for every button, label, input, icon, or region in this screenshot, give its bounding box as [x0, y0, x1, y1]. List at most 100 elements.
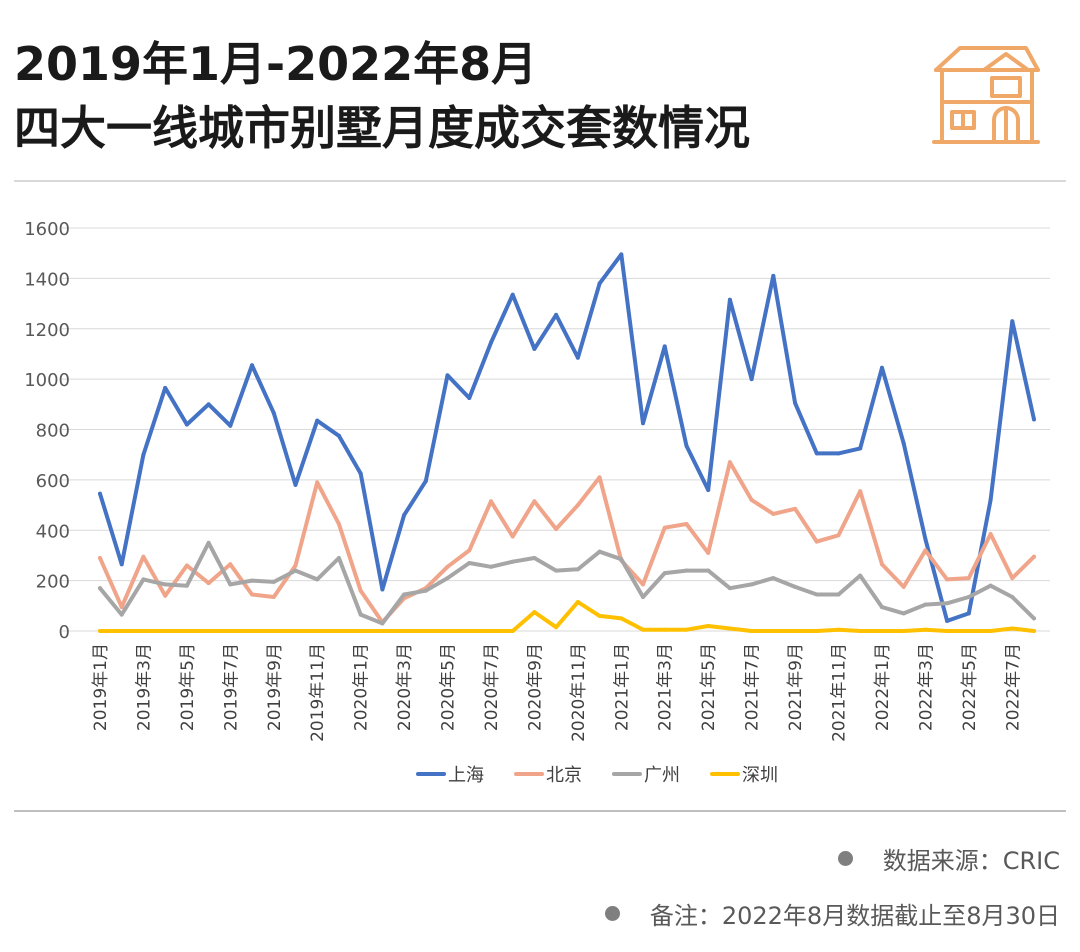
data-point [423, 588, 428, 593]
data-point [315, 480, 320, 485]
data-point [510, 534, 515, 539]
data-point [141, 554, 146, 559]
data-point [597, 281, 602, 286]
data-point [206, 581, 211, 586]
data-point [336, 521, 341, 526]
data-point [575, 600, 580, 605]
data-point [554, 312, 559, 317]
data-point [858, 573, 863, 578]
data-point [597, 613, 602, 618]
data-point [858, 446, 863, 451]
data-point [271, 411, 276, 416]
header-divider [14, 180, 1066, 182]
data-point [532, 346, 537, 351]
data-point [1010, 319, 1015, 324]
data-point [641, 582, 646, 587]
data-point [814, 451, 819, 456]
data-point [163, 385, 168, 390]
y-tick-label: 1000 [24, 370, 70, 391]
data-point [445, 576, 450, 581]
x-tick-label: 2021年11月 [830, 643, 850, 742]
data-point [727, 626, 732, 631]
data-point [228, 423, 233, 428]
data-point [966, 629, 971, 633]
data-point [423, 629, 428, 633]
data-point [879, 605, 884, 610]
data-point [923, 627, 928, 632]
series-line [98, 460, 1036, 625]
data-point [445, 373, 450, 378]
data-point [532, 610, 537, 615]
legend-item: 广州 [612, 765, 680, 786]
data-point [1010, 626, 1015, 631]
x-tick-label: 2019年3月 [134, 643, 154, 731]
data-point [380, 621, 385, 626]
data-point [119, 605, 124, 610]
data-point [1032, 554, 1036, 559]
data-point [206, 402, 211, 407]
data-point [228, 629, 233, 633]
data-point [901, 611, 906, 616]
x-tick-label: 2019年7月 [221, 643, 241, 731]
data-point [358, 629, 363, 633]
y-tick-label: 400 [36, 521, 70, 542]
x-tick-label: 2019年1月 [91, 643, 111, 731]
data-point [793, 584, 798, 589]
data-point [706, 487, 711, 492]
data-point [445, 564, 450, 569]
data-point [293, 629, 298, 633]
data-point [119, 562, 124, 567]
legend-item: 深圳 [710, 765, 778, 786]
data-point [293, 568, 298, 573]
data-point [163, 629, 168, 633]
data-point [575, 503, 580, 508]
data-point [966, 576, 971, 581]
data-point [662, 344, 667, 349]
data-point [945, 629, 950, 633]
data-point [380, 587, 385, 592]
data-point [163, 593, 168, 598]
data-point [771, 629, 776, 633]
data-point [684, 627, 689, 632]
data-point [575, 355, 580, 360]
data-point [814, 539, 819, 544]
data-point [293, 563, 298, 568]
data-point [619, 557, 624, 562]
series-深圳 [98, 600, 1036, 633]
data-point [619, 252, 624, 257]
data-point [206, 540, 211, 545]
x-tick-label: 2020年11月 [569, 643, 589, 742]
x-tick-label: 2021年1月 [612, 643, 632, 731]
data-point [293, 482, 298, 487]
data-point [141, 577, 146, 582]
data-point [250, 629, 255, 633]
data-point [358, 471, 363, 476]
data-point [402, 592, 407, 597]
data-point [879, 562, 884, 567]
x-tick-label: 2022年3月 [916, 643, 936, 731]
data-point [250, 592, 255, 597]
data-point [749, 629, 754, 633]
data-point [467, 629, 472, 633]
data-point [315, 629, 320, 633]
footer-divider [14, 810, 1066, 812]
data-point [1032, 629, 1036, 633]
source-text: 数据来源：CRIC [882, 847, 1060, 875]
data-point [988, 583, 993, 588]
data-point [988, 498, 993, 503]
legend-item: 上海 [416, 765, 484, 786]
x-tick-label: 2021年9月 [786, 643, 806, 731]
data-point [858, 629, 863, 633]
x-tick-label: 2020年5月 [439, 643, 459, 731]
data-point [879, 365, 884, 370]
data-point [706, 550, 711, 555]
x-tick-label: 2022年7月 [1003, 643, 1023, 731]
data-point [771, 273, 776, 278]
x-tick-label: 2022年1月 [873, 643, 893, 731]
data-point [336, 433, 341, 438]
data-point [749, 498, 754, 503]
data-point [184, 563, 189, 568]
data-point [98, 586, 102, 591]
data-point [901, 584, 906, 589]
data-point [923, 548, 928, 553]
